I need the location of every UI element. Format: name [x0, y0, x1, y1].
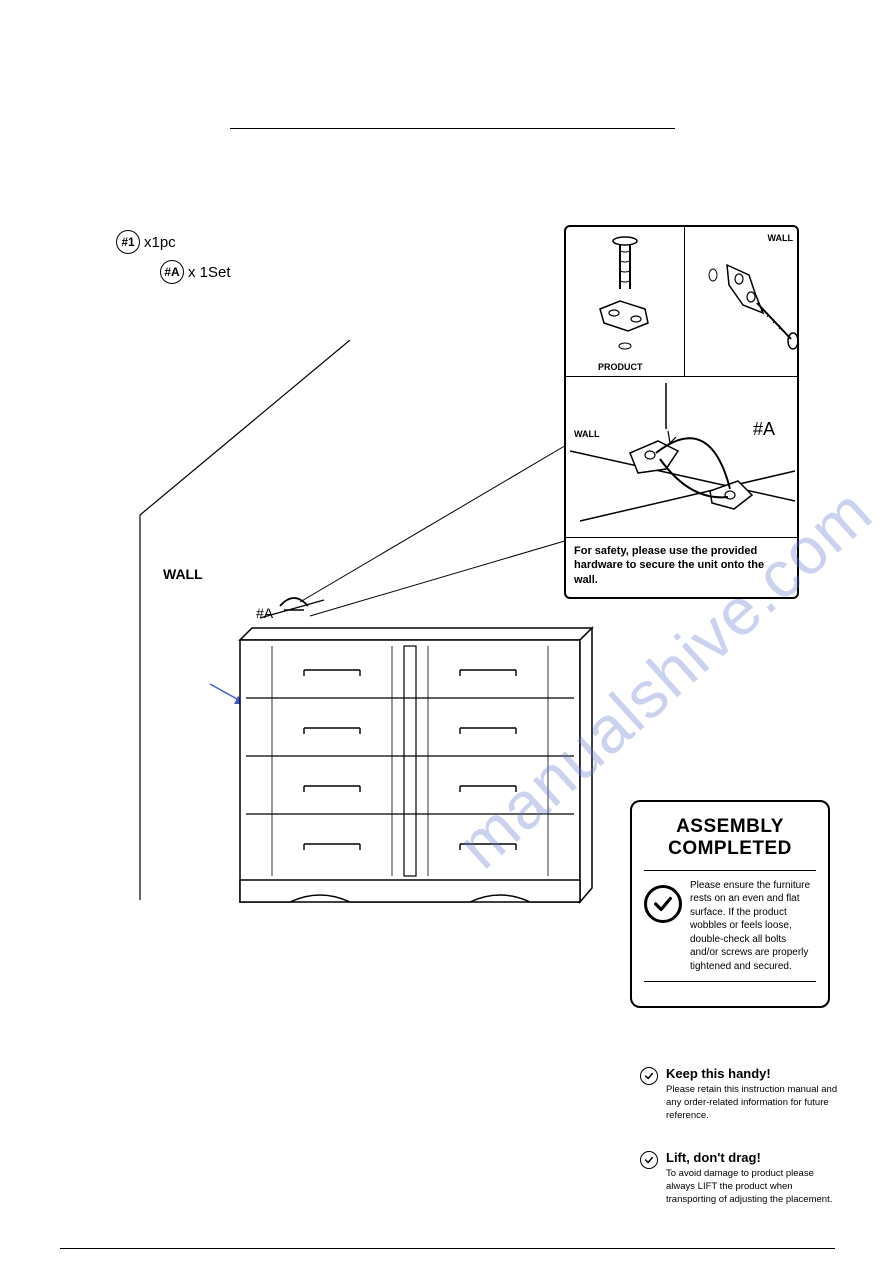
part-qty: x 1Set [188, 264, 231, 281]
tip-keep-handy: Keep this handy! Please retain this inst… [640, 1066, 840, 1122]
detail-wall-panel: WALL [685, 227, 803, 376]
divider [644, 981, 816, 982]
product-label: PRODUCT [598, 362, 643, 372]
wall-label-top: WALL [768, 233, 794, 243]
bracket-product-icon [570, 231, 680, 361]
part-row-a: #A x 1Set [160, 260, 231, 284]
check-icon [640, 1067, 658, 1085]
tip-title: Keep this handy! [666, 1066, 840, 1081]
detail-callout: PRODUCT WALL WALL #A [564, 225, 799, 599]
check-icon [640, 1151, 658, 1169]
zip-tie-assembly-icon [570, 381, 795, 531]
detail-top-row: PRODUCT WALL [566, 227, 797, 377]
top-divider [230, 128, 675, 129]
wall-label-bottom: WALL [574, 429, 600, 439]
tip-lift-dont-drag: Lift, don't drag! To avoid damage to pro… [640, 1150, 840, 1206]
tip-title: Lift, don't drag! [666, 1150, 840, 1165]
detail-product-panel: PRODUCT [566, 227, 685, 376]
part-row-1: #1 x1pc [116, 230, 231, 254]
part-id-circle: #A [160, 260, 184, 284]
parts-list: #1 x1pc #A x 1Set [116, 230, 231, 290]
hash-a-label: #A [753, 419, 775, 440]
tip-text: To avoid damage to product please always… [666, 1168, 840, 1206]
detail-caption: For safety, please use the provided hard… [566, 537, 797, 597]
tip-text: Please retain this instruction manual an… [666, 1084, 840, 1122]
part-id-circle: #1 [116, 230, 140, 254]
bottom-divider [60, 1248, 835, 1249]
detail-assembly-panel: WALL #A [566, 377, 797, 537]
bracket-wall-icon [689, 231, 799, 361]
part-qty: x1pc [144, 234, 176, 251]
dresser-illustration [240, 628, 592, 902]
